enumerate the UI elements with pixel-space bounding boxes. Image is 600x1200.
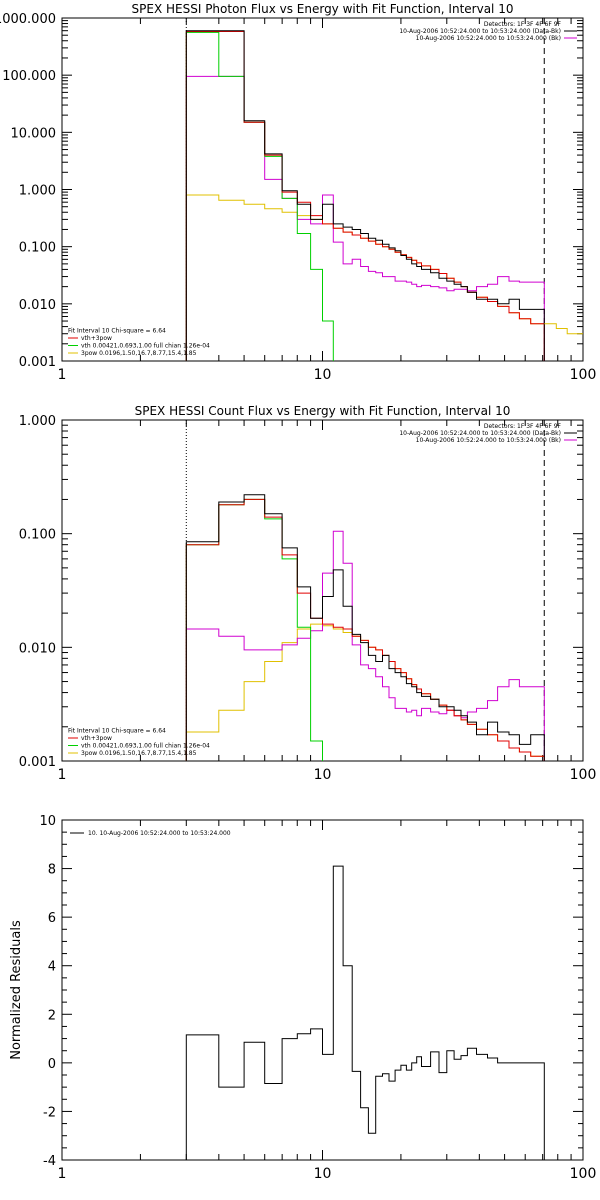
plot-frame [61,819,584,1161]
y-tick-label: 4 [48,960,56,975]
y-tick-label: 0 [48,1057,56,1072]
y-tick-label: 1000.000 [0,12,56,27]
series-line-vth [185,31,334,361]
x-tick-label: 1 [58,767,67,783]
legend-text: Detectors: 1F 3F 4F 6F 9F [484,423,562,430]
series-line-3pow-extension [544,323,583,335]
y-tick-label: 10.000 [11,126,57,141]
y-tick-label: 0.100 [19,241,56,256]
series-line-3pow [185,194,545,361]
y-tick-label: -2 [43,1105,56,1120]
legend-text: 10-Aug-2006 10:52:24.000 to 10:53:24.000… [416,35,561,42]
x-tick-label: 1 [58,367,67,383]
y-tick-label: 0.100 [19,528,56,543]
y-tick-label: 100.000 [2,69,56,84]
legend-text: Detectors: 1F 3F 4F 6F 9F [484,21,562,28]
chart-title: SPEX HESSI Count Flux vs Energy with Fit… [135,404,511,418]
y-tick-label: 2 [48,1008,56,1023]
x-tick-label: 10 [314,367,332,383]
x-tick-label: 10 [314,1166,332,1182]
legend-top-left: 10. 10-Aug-2006 10:52:24.000 to 10:53:24… [70,830,231,837]
legend-text: 10-Aug-2006 10:52:24.000 to 10:53:24.000… [399,28,561,35]
legend-text: vth 0.00421,0.693,1.00 full chian 1.26e-… [81,743,210,750]
x-tick-label: 100 [570,367,597,383]
series-line-3pow [185,623,545,761]
x-tick-label: 100 [570,1166,597,1182]
series-group [185,865,545,1160]
y-axis-label: Normalized Residuals [9,920,24,1060]
chart-title: SPEX HESSI Photon Flux vs Energy with Fi… [132,2,514,16]
y-tick-label: 8 [48,863,56,878]
series-line-data-bk [185,30,545,361]
legend-text: 10-Aug-2006 10:52:24.000 to 10:53:24.000… [399,430,561,437]
y-tick-label: 0.010 [19,641,56,656]
series-line-vth-3pow [185,31,545,361]
legend-text: 10-Aug-2006 10:52:24.000 to 10:53:24.000… [416,437,561,444]
legend-text: 3pow 0.0196,1.50,16.7,8.77,15.4,1.85 [81,750,197,757]
legend-bottom-left: Fit Interval 10 Chi-square = 6.64vth+3po… [68,728,210,757]
y-tick-label: 1.000 [19,414,56,429]
legend-text: vth+3pow [81,735,112,742]
x-tick-label: 1 [58,1166,67,1182]
series-line-vth [185,498,323,761]
series-line-vth-3pow [185,498,545,761]
y-tick-label: 0.001 [19,355,56,370]
plot-panel-1: SPEX HESSI Photon Flux vs Energy with Fi… [0,2,596,383]
y-tick-label: 0.010 [19,298,56,313]
y-tick-label: 6 [48,911,56,926]
legend-text: vth 0.00421,0.693,1.00 full chian 1.26e-… [81,343,210,350]
x-tick-label: 10 [314,767,332,783]
y-tick-label: -4 [43,1154,56,1169]
series-line-10-10-aug-2006-10-52-24-000-to-10-53-24-000 [185,865,545,1160]
series-group [185,494,545,761]
legend-bottom-left: Fit Interval 10 Chi-square = 6.64vth+3po… [68,328,210,357]
legend-text: 10. 10-Aug-2006 10:52:24.000 to 10:53:24… [88,830,231,837]
x-tick-label: 100 [570,767,597,783]
legend-text: vth+3pow [81,335,112,342]
series-line-bk [185,75,545,361]
y-tick-label: 10 [39,814,56,829]
plot-panel-3: 1 10 100 -4 -2 0 2 4 6 8 10 Normalized Residuals 10.… [9,814,596,1182]
legend-text: Fit Interval 10 Chi-square = 6.64 [68,728,166,735]
series-line-bk [185,530,545,761]
y-tick-label: 0.001 [19,755,56,770]
series-line-data-bk [185,494,545,761]
legend-text: 3pow 0.0196,1.50,16.7,8.77,15.4,1.85 [81,350,197,357]
legend-text: Fit Interval 10 Chi-square = 6.64 [68,328,166,335]
series-group [185,30,583,361]
plot-panel-2: SPEX HESSI Count Flux vs Energy with Fit… [19,404,597,783]
y-tick-label: 1.000 [19,184,56,199]
